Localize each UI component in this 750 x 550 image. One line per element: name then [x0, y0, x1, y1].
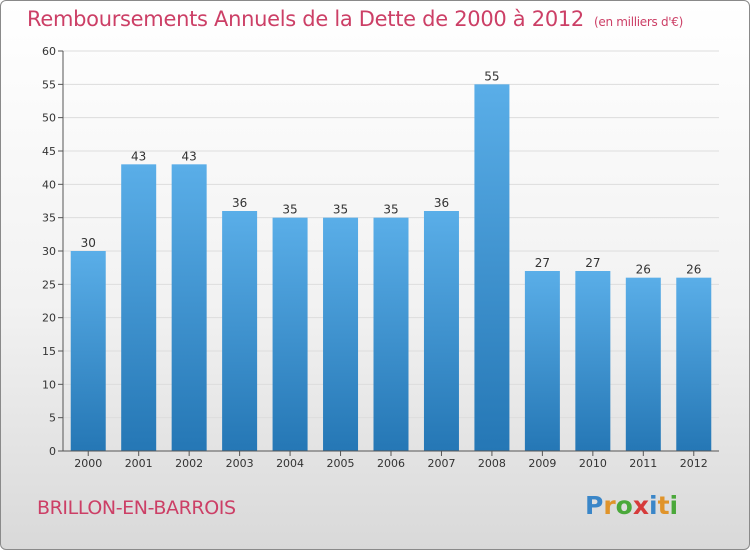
logo-letter: x — [632, 491, 649, 520]
bar — [323, 217, 359, 451]
data-label: 43 — [182, 149, 197, 163]
y-tick-label: 20 — [42, 312, 56, 325]
axes: 0 5 10 15 20 25 30 35 40 45 50 55 60 2000 2001 2002 2003… — [42, 45, 719, 470]
y-tick-label: 25 — [42, 278, 56, 291]
y-tick-label: 35 — [42, 212, 56, 225]
x-tick-label: 2007 — [427, 457, 455, 470]
data-label: 27 — [585, 256, 600, 270]
bar — [121, 164, 157, 452]
y-tick-label: 15 — [42, 345, 56, 358]
data-label: 36 — [434, 196, 449, 210]
bar — [474, 84, 510, 451]
bar — [373, 217, 409, 451]
x-tick-label: 2008 — [478, 457, 506, 470]
data-label: 36 — [232, 196, 247, 210]
logo-letter: i — [649, 491, 658, 520]
logo-letter: i — [669, 491, 679, 520]
data-label: 30 — [81, 236, 96, 250]
logo-letter: P — [585, 491, 604, 520]
bar — [70, 251, 106, 451]
data-label: 35 — [333, 203, 348, 217]
y-tick-label: 5 — [49, 412, 56, 425]
y-tick-label: 50 — [42, 112, 56, 125]
logo-letter: t — [657, 491, 670, 520]
y-tick-label: 30 — [42, 245, 56, 258]
data-label: 27 — [535, 256, 550, 270]
x-tick-label: 2010 — [579, 457, 607, 470]
logo-letter: o — [615, 491, 633, 520]
y-tick-label: 0 — [49, 445, 56, 458]
logo-letter: r — [603, 491, 616, 520]
x-tick-label: 2012 — [680, 457, 708, 470]
x-tick-label: 2009 — [528, 457, 556, 470]
x-tick-label: 2002 — [175, 457, 203, 470]
x-tick-label: 2011 — [629, 457, 657, 470]
data-label: 43 — [131, 149, 146, 163]
commune-name: BRILLON-EN-BARROIS — [37, 497, 236, 519]
bar — [423, 211, 459, 451]
x-tick-label: 2000 — [74, 457, 102, 470]
bar — [524, 271, 560, 451]
x-tick-label: 2005 — [327, 457, 355, 470]
y-tick-label: 55 — [42, 78, 56, 91]
bar — [625, 277, 661, 451]
data-label: 35 — [282, 203, 297, 217]
y-tick-label: 45 — [42, 145, 56, 158]
data-label: 35 — [383, 203, 398, 217]
y-tick-label: 10 — [42, 378, 56, 391]
data-label: 55 — [484, 69, 499, 83]
x-tick-label: 2001 — [125, 457, 153, 470]
chart-subtitle: (en milliers d'€) — [594, 15, 684, 29]
bars: 30 43 43 36 35 35 35 36 55 27 27 26 26 — [70, 69, 712, 452]
data-label: 26 — [686, 263, 701, 277]
chart-title: Remboursements Annuels de la Dette de 20… — [27, 7, 683, 31]
y-tick-label: 40 — [42, 178, 56, 191]
data-label: 26 — [636, 263, 651, 277]
bar — [676, 277, 712, 451]
bar — [272, 217, 308, 451]
bar — [575, 271, 611, 451]
bar — [222, 211, 258, 451]
y-tick-label: 60 — [42, 45, 56, 58]
proxiti-logo: Proxiti — [585, 491, 678, 520]
bar — [171, 164, 207, 452]
x-tick-label: 2003 — [226, 457, 254, 470]
x-tick-label: 2006 — [377, 457, 405, 470]
x-tick-label: 2004 — [276, 457, 304, 470]
chart-title-text: Remboursements Annuels de la Dette de 20… — [27, 7, 584, 31]
